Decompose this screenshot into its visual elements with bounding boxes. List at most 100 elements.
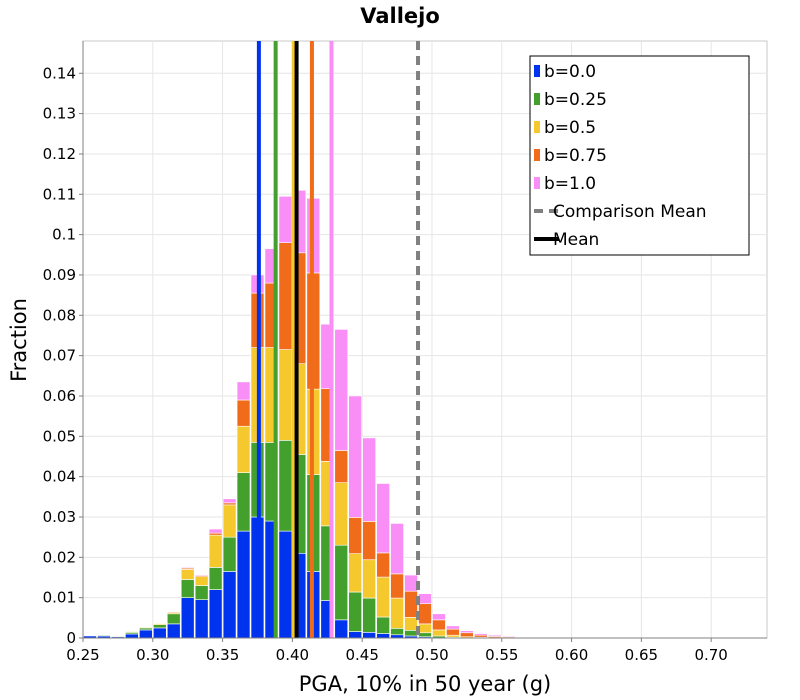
y-tick-label: 0.12: [43, 145, 76, 163]
legend-label: b=0.0: [544, 62, 596, 82]
bar-segment: [362, 559, 376, 599]
bar-segment: [222, 536, 237, 572]
legend: b=0.0 b=0.25 b=0.5 b=0.75 b=1.0 Comparison Me…: [529, 55, 750, 256]
legend-label: b=0.75: [544, 146, 607, 166]
y-tick-label: 0.05: [43, 427, 76, 445]
bar-segment: [139, 629, 153, 639]
bar-segment: [432, 619, 446, 631]
y-tick-label: 0.01: [43, 589, 76, 607]
bar-segment: [376, 616, 390, 634]
x-tick-label: 0.30: [136, 646, 169, 664]
y-axis: 0 0.01 0.02 0.03 0.04 0.05 0.06 0.07 0.08 0.09 0.1…: [43, 41, 84, 647]
x-tick-label: 0.45: [345, 646, 378, 664]
x-tick-label: 0.50: [415, 646, 448, 664]
bar-segment: [474, 634, 488, 638]
bar-segment: [222, 571, 237, 639]
y-tick-label: 0: [66, 629, 76, 647]
bar-segment: [152, 627, 167, 639]
bar-segment: [236, 425, 251, 473]
bar-segment: [390, 597, 404, 629]
x-tick-label: 0.40: [276, 646, 309, 664]
bar-segment: [418, 623, 432, 634]
bar-segment: [166, 623, 181, 639]
bar-segment: [208, 589, 223, 639]
legend-swatch: [534, 149, 540, 161]
bar-segment: [97, 634, 111, 637]
bar-segment: [474, 633, 488, 636]
y-tick-label: 0.14: [43, 64, 76, 82]
bar-segment: [334, 619, 349, 639]
bar-segment: [208, 534, 223, 568]
bar-segment: [432, 629, 446, 637]
bar-segment: [180, 569, 195, 580]
bar-segment: [152, 624, 167, 629]
bar-segment: [278, 349, 293, 441]
bar-segment: [194, 599, 209, 639]
bar-segment: [418, 593, 432, 605]
y-tick-label: 0.09: [43, 266, 76, 284]
bar-segment: [432, 613, 446, 621]
bar-segment: [404, 617, 418, 631]
legend-label: b=0.5: [544, 118, 596, 138]
bar-segment: [222, 498, 237, 504]
bar-segment: [166, 613, 181, 625]
bar-segment: [362, 437, 376, 522]
bar-segment: [460, 630, 474, 634]
bar-segment: [278, 440, 293, 532]
bar-segment: [278, 530, 293, 639]
bar-segment: [376, 633, 390, 639]
bar-segment: [194, 585, 209, 600]
bar-segment: [334, 544, 349, 621]
bar-segment: [488, 634, 502, 637]
bar-segment: [236, 399, 251, 427]
bar-segment: [278, 242, 293, 350]
bar-segment: [376, 552, 390, 578]
bar-segment: [208, 532, 223, 536]
legend-label: b=0.25: [544, 90, 607, 110]
y-tick-label: 0.13: [43, 105, 76, 123]
bar-segment: [334, 450, 349, 483]
x-axis-label: PGA, 10% in 50 year (g): [299, 672, 551, 696]
bar-segment: [418, 632, 432, 638]
bar-segment: [376, 483, 390, 554]
y-tick-label: 0.11: [43, 185, 76, 203]
bar-segment: [348, 553, 362, 593]
bar-segment: [236, 381, 251, 401]
chart-title: Vallejo: [360, 4, 440, 28]
bar-segment: [194, 576, 209, 586]
bar-segment: [362, 632, 376, 639]
bar-segment: [278, 196, 293, 243]
y-tick-label: 0.1: [52, 226, 76, 244]
bar-segment: [180, 579, 195, 598]
bar-segment: [125, 633, 139, 639]
bar-segment: [460, 632, 474, 638]
legend-swatch: [534, 65, 540, 77]
bar-segment: [376, 576, 390, 618]
bar-segment: [446, 628, 460, 636]
bar-segment: [418, 603, 432, 625]
bar-segment: [180, 567, 195, 569]
bar-segment: [348, 517, 362, 554]
bar-segment: [208, 567, 223, 590]
bar-segment: [348, 395, 362, 518]
bar-segment: [390, 628, 404, 636]
x-tick-label: 0.35: [206, 646, 239, 664]
x-tick-label: 0.65: [625, 646, 658, 664]
bar-segment: [446, 625, 460, 630]
bar-segment: [166, 611, 181, 613]
legend-swatch: [534, 177, 540, 189]
x-tick-label: 0.60: [555, 646, 588, 664]
bar-segment: [501, 635, 516, 638]
x-tick-label: 0.55: [485, 646, 518, 664]
legend-swatch: [534, 121, 540, 133]
bar-segment: [334, 482, 349, 546]
legend-label: b=1.0: [544, 174, 596, 194]
bar-segment: [208, 528, 223, 534]
legend-label: Mean: [553, 230, 599, 250]
legend-box: [529, 55, 750, 256]
bar-segment: [446, 634, 460, 638]
x-axis: 0.25 0.30 0.35 0.40 0.45 0.50 0.55 0.60 0.65 0.70: [66, 637, 767, 664]
y-tick-label: 0.03: [43, 508, 76, 526]
bar-segment: [180, 597, 195, 639]
